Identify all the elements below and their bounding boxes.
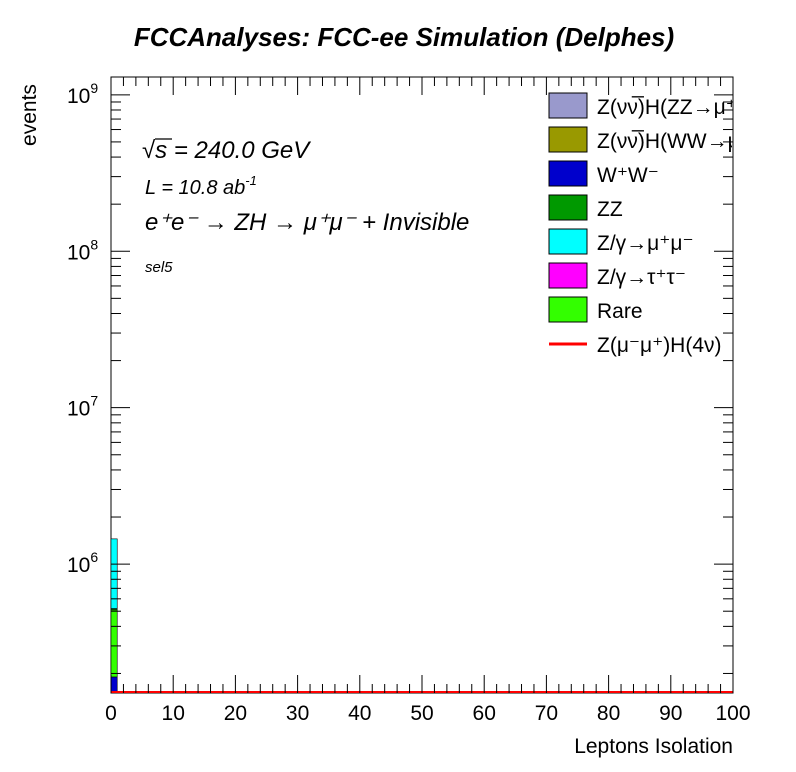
legend-entries: Z(νν̅)H(ZZ→μ⁺μ⁻ν⁺ Z(νν̅)H(WW→μ⁺νμ W⁺W⁻ ZZ Z/… <box>548 92 782 357</box>
chart-title: FCCAnalyses: FCC-ee Simulation (Delphes) <box>134 22 674 52</box>
legend-label-2: W⁺W⁻ <box>597 164 659 187</box>
annotation-energy: √s = 240.0 GeV <box>142 137 311 164</box>
x-tick-label: 10 <box>162 702 185 725</box>
x-tick-label: 90 <box>659 702 682 725</box>
legend-label-6: Rare <box>597 300 643 323</box>
legend-swatch-4 <box>548 228 588 255</box>
stack-bar-0 <box>110 676 118 694</box>
y-axis-title: events <box>18 84 41 146</box>
x-tick-label: 30 <box>286 702 309 725</box>
x-tick-label: 100 <box>715 702 750 725</box>
annotation-block: √s = 240.0 GeV L = 10.8 ab-1 e⁺e⁻ → ZH →… <box>142 137 469 276</box>
x-tick-label: 50 <box>410 702 433 725</box>
legend-label-5: Z/γ→τ⁺τ⁻ <box>597 266 686 289</box>
annotation-selection: sel5 <box>145 259 173 276</box>
legend-label-3: ZZ <box>597 198 623 221</box>
legend-swatch-5 <box>548 262 588 289</box>
x-tick-label: 70 <box>535 702 558 725</box>
y-tick-label: 108 <box>67 236 98 264</box>
x-tick-label: 80 <box>597 702 620 725</box>
x-tick-label: 20 <box>224 702 247 725</box>
legend: Z(νν̅)H(ZZ→μ⁺μ⁻ν⁺ Z(νν̅)H(WW→μ⁺νμ W⁺W⁻ ZZ Z/… <box>548 92 782 357</box>
legend-swatch-2 <box>548 160 588 187</box>
legend-swatch-0 <box>548 92 588 119</box>
y-axis-ticks: 106 107 108 109 <box>67 80 733 674</box>
legend-label-7: Z(μ⁻μ⁺)H(4ν) <box>597 334 722 357</box>
legend-swatch-1 <box>548 126 588 153</box>
legend-label-0: Z(νν̅)H(ZZ→μ⁺μ⁻ν⁺ <box>597 96 782 119</box>
energy-text: = 240.0 GeV <box>167 137 311 164</box>
x-tick-label: 40 <box>348 702 371 725</box>
y-tick-label: 107 <box>67 393 98 421</box>
annotation-lumi: L = 10.8 ab-1 <box>145 173 257 199</box>
x-axis-ticks: 0 10 20 30 40 50 60 70 80 90 100 <box>105 77 751 725</box>
stack-bars <box>110 538 118 694</box>
legend-label-1: Z(νν̅)H(WW→μ⁺νμ <box>597 130 773 153</box>
lumi-exponent: -1 <box>245 173 257 188</box>
sqrt-s-text: s <box>155 137 167 164</box>
stack-bar-3 <box>110 538 118 609</box>
lumi-text: L = 10.8 ab <box>145 177 245 199</box>
x-tick-label: 60 <box>473 702 496 725</box>
x-axis-title: Leptons Isolation <box>574 735 733 758</box>
x-tick-label: 0 <box>105 702 117 725</box>
y-tick-label: 106 <box>67 549 98 577</box>
legend-label-4: Z/γ→μ⁺μ⁻ <box>597 232 694 255</box>
annotation-process: e⁺e⁻ → ZH → μ⁺μ⁻ + Invisible <box>145 209 469 236</box>
stack-bar-1 <box>110 609 118 678</box>
legend-swatch-3 <box>548 194 588 221</box>
legend-swatch-6 <box>548 296 588 323</box>
sqrt-symbol: √ <box>142 137 156 164</box>
y-tick-label: 109 <box>67 80 98 108</box>
